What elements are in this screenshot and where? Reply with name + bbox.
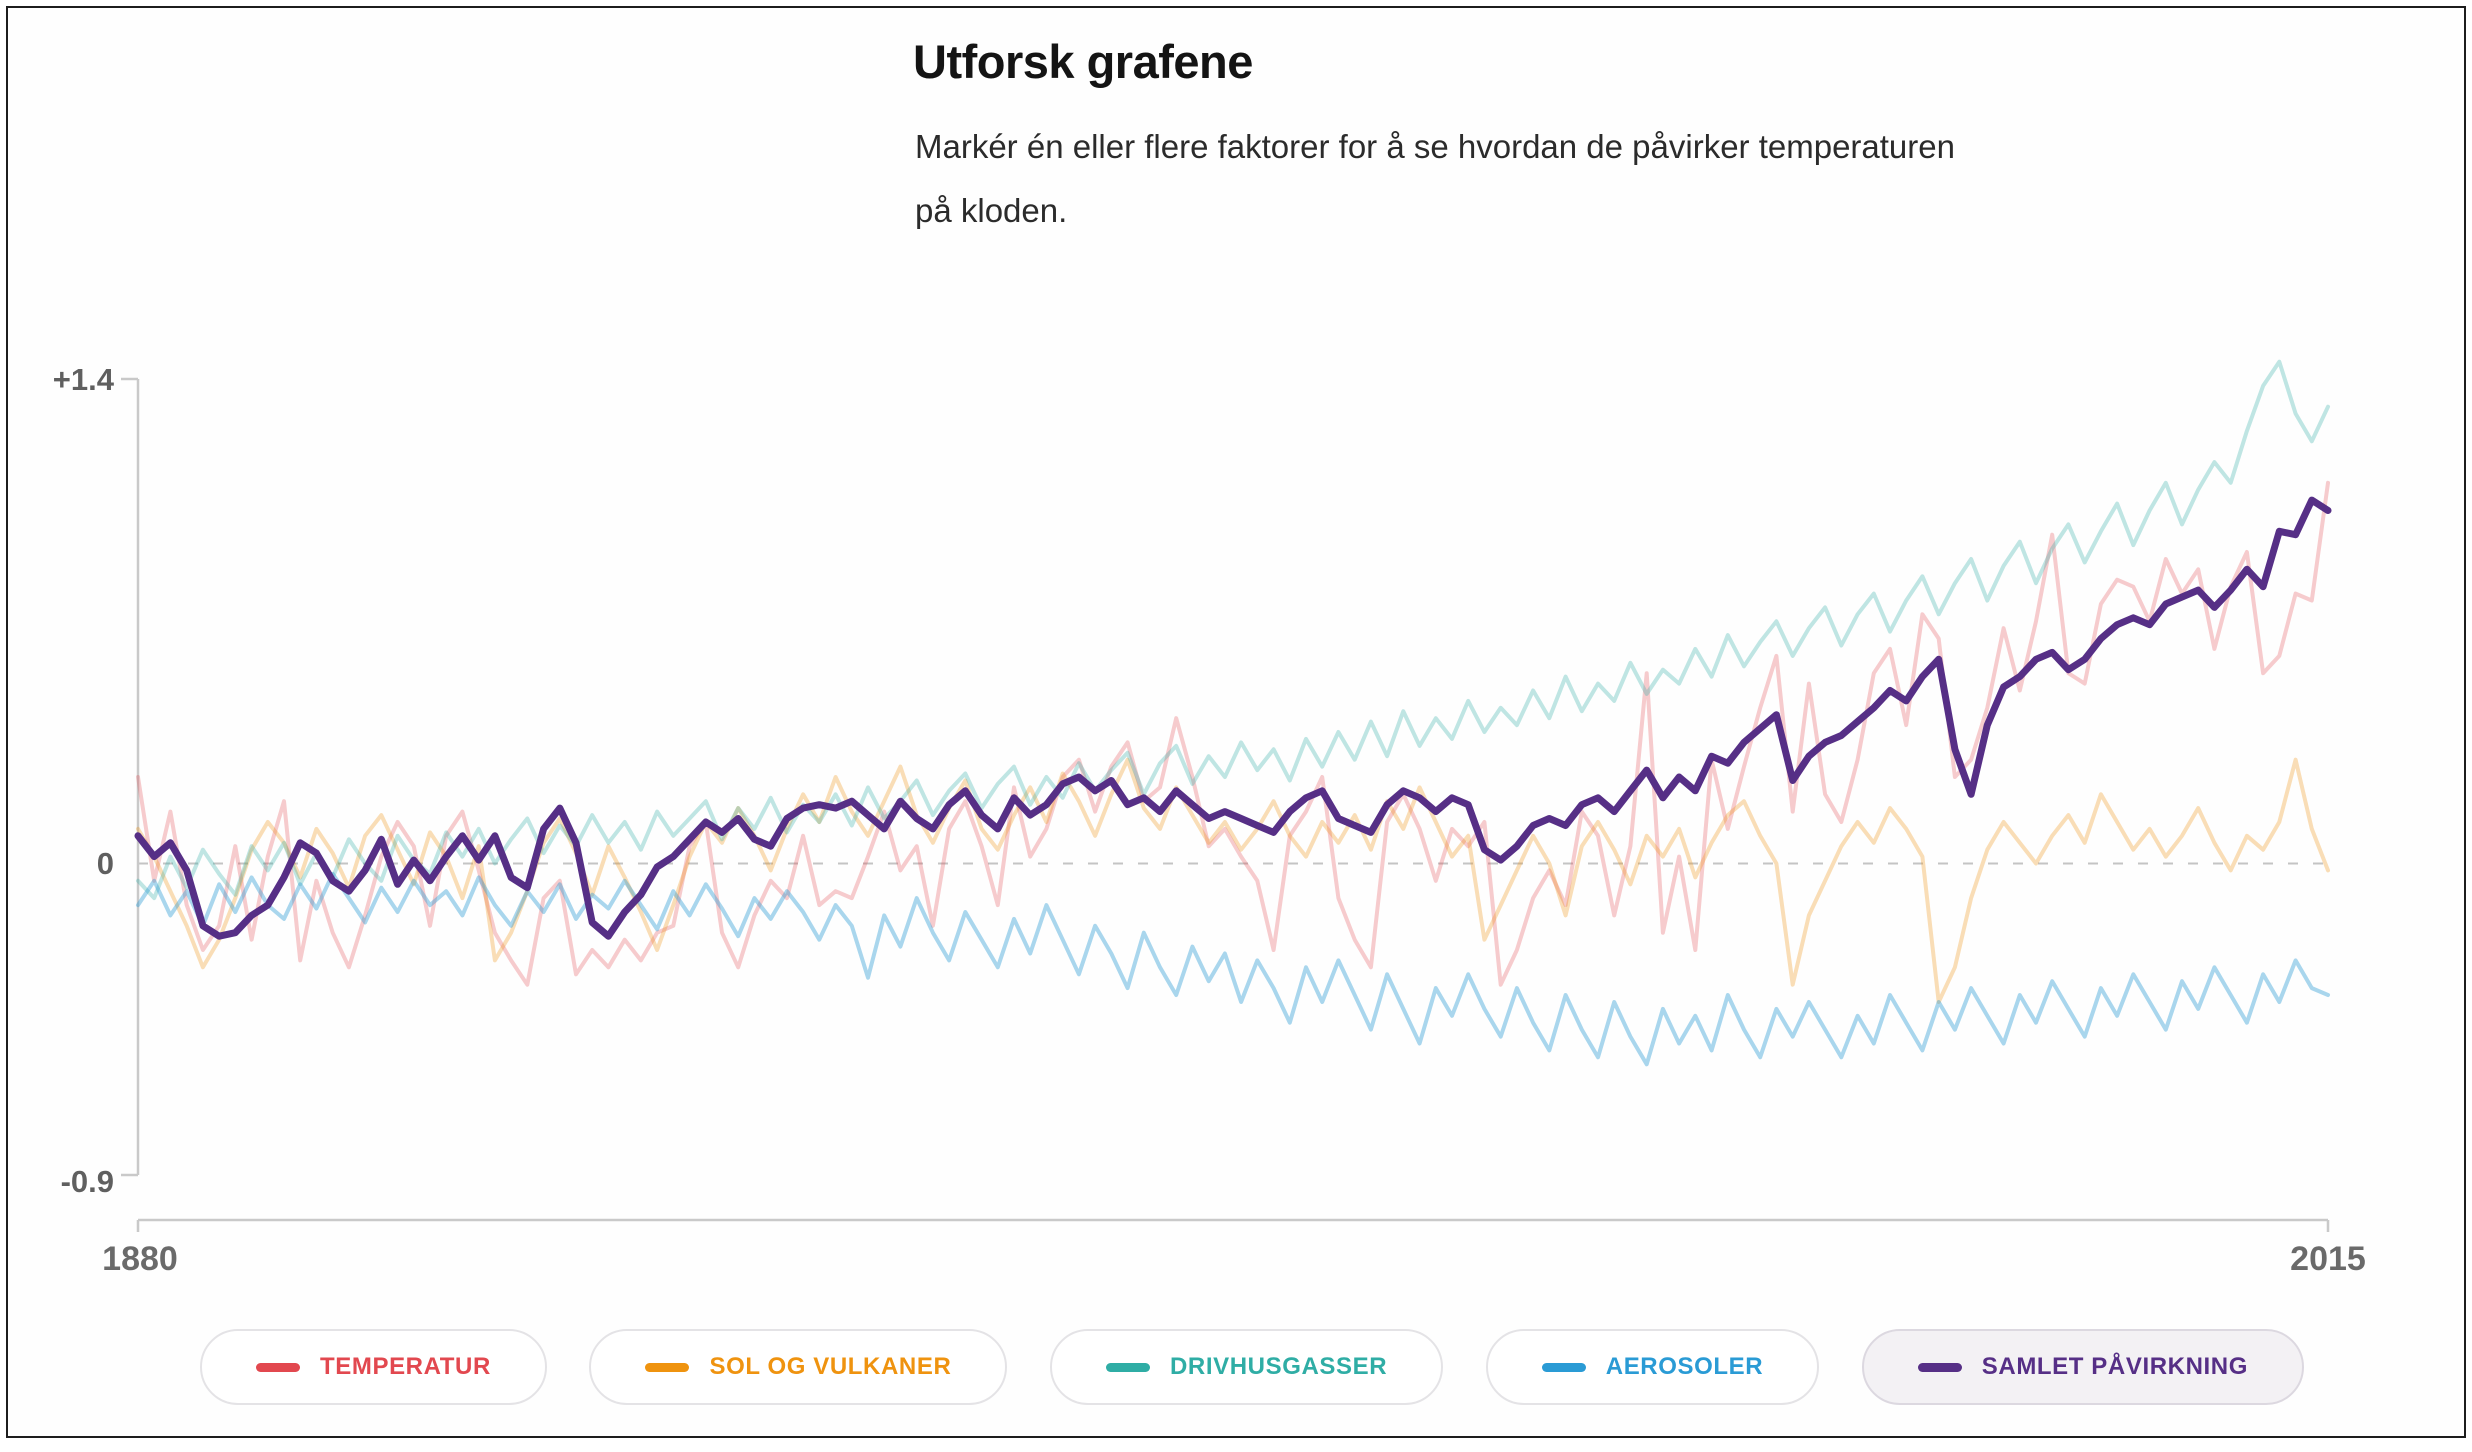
legend-button-sol-og-vulkaner[interactable]: SOL OG VULKANER xyxy=(589,1329,1008,1405)
legend-label-aerosoler: AEROSOLER xyxy=(1605,1353,1764,1380)
legend-button-samlet-pavirkning[interactable]: SAMLET PÅVIRKNING xyxy=(1861,1329,2304,1405)
page-subtitle: Markér én eller flere faktorer for å se … xyxy=(915,115,2163,243)
legend-line-swatch-temperatur xyxy=(256,1362,300,1372)
legend-label-samlet-pavirkning: SAMLET PÅVIRKNING xyxy=(1981,1353,2248,1380)
legend-line-swatch-drivhusgasser xyxy=(1106,1362,1150,1372)
legend-line-swatch-aerosoler xyxy=(1541,1362,1586,1372)
legend-line-swatch-sol-og-vulkaner xyxy=(645,1362,690,1372)
series-lines-group xyxy=(134,359,2332,1067)
y-axis-label-max: +1.4 xyxy=(53,362,115,397)
y-axis-label-min: -0.9 xyxy=(61,1164,114,1199)
series-line-aerosoler xyxy=(136,871,2330,1067)
legend-label-drivhusgasser: DRIVHUSGASSER xyxy=(1170,1353,1388,1380)
legend-bar: TEMPERATUR SOL OG VULKANER DRIVHUSGASSER AE… xyxy=(200,1328,2304,1406)
page-title: Utforsk grafene xyxy=(913,35,1253,88)
series-line-samlet-pavirkning xyxy=(134,496,2332,940)
x-axis-label-start: 1880 xyxy=(102,1240,178,1278)
legend-label-sol-og-vulkaner: SOL OG VULKANER xyxy=(709,1353,952,1380)
subtitle-line-2: på kloden. xyxy=(915,192,1068,229)
legend-line-swatch-samlet-pavirkning xyxy=(1917,1362,1962,1372)
legend-button-aerosoler[interactable]: AEROSOLER xyxy=(1485,1329,1820,1405)
legend-label-temperatur: TEMPERATUR xyxy=(320,1353,491,1380)
subtitle-line-1: Markér én eller flere faktorer for å se … xyxy=(915,128,1955,165)
legend-button-temperatur[interactable]: TEMPERATUR xyxy=(200,1329,547,1405)
chart-header: Utforsk grafene Markér én eller flere fa… xyxy=(913,34,2163,243)
page-frame: Utforsk grafene Markér én eller flere fa… xyxy=(6,6,2466,1438)
factors-line-chart: +1.4 0 -0.9 1880 2015 xyxy=(53,359,2366,1278)
x-axis-label-end: 2015 xyxy=(2290,1240,2366,1278)
series-line-sol-og-vulkaner xyxy=(136,757,2330,1004)
y-axis-label-zero: 0 xyxy=(97,846,114,881)
legend-button-drivhusgasser[interactable]: DRIVHUSGASSER xyxy=(1050,1329,1444,1405)
